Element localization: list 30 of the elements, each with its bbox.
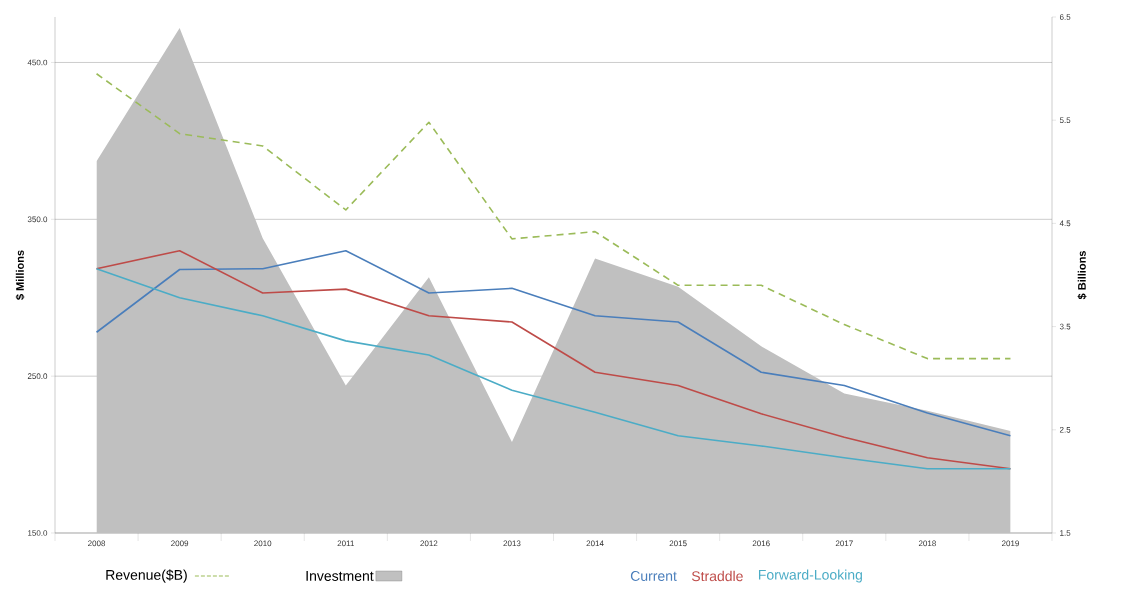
x-tick-label: 2012 <box>420 540 438 547</box>
y-tick-label: 350.0 <box>27 216 48 223</box>
x-tick-label: 2017 <box>835 540 853 547</box>
y2-tick-label: 3.5 <box>1059 323 1071 330</box>
y2-tick-label: 5.5 <box>1059 117 1071 123</box>
x-tick-label: 2015 <box>669 540 687 547</box>
x-tick-label: 2008 <box>88 540 106 547</box>
x-tick-label: 2010 <box>254 540 272 547</box>
y2-axis-title: $ Billions <box>1077 251 1087 300</box>
line-series <box>95 72 1012 360</box>
y2-tick-label: 6.5 <box>1059 14 1071 20</box>
y2-tick-label: 4.5 <box>1059 220 1071 227</box>
x-tick-label: 2018 <box>918 540 936 547</box>
x-tick-label: 2013 <box>503 540 521 547</box>
legend-label: Investment <box>306 571 374 581</box>
x-tick-label: 2019 <box>1001 540 1019 547</box>
x-tick-label: 2016 <box>752 540 770 547</box>
y-tick-label: 250.0 <box>27 373 48 379</box>
y-tick-label: 450.0 <box>27 59 48 66</box>
x-tick-label: 2011 <box>337 540 355 547</box>
text: Straddle <box>691 570 743 582</box>
text: Current <box>630 571 677 581</box>
text: Forward-Looking <box>758 569 862 583</box>
legend-label: Revenue($B) <box>106 569 187 583</box>
x-tick-label: 2009 <box>171 540 189 547</box>
y2-tick-label: 2.5 <box>1059 426 1071 433</box>
y-axis-title: $ Millions <box>15 250 25 300</box>
x-tick-label: 2014 <box>586 540 604 547</box>
y2-tick-label: 1.5 <box>1060 530 1071 536</box>
y-tick-label: 150.0 <box>28 530 48 536</box>
